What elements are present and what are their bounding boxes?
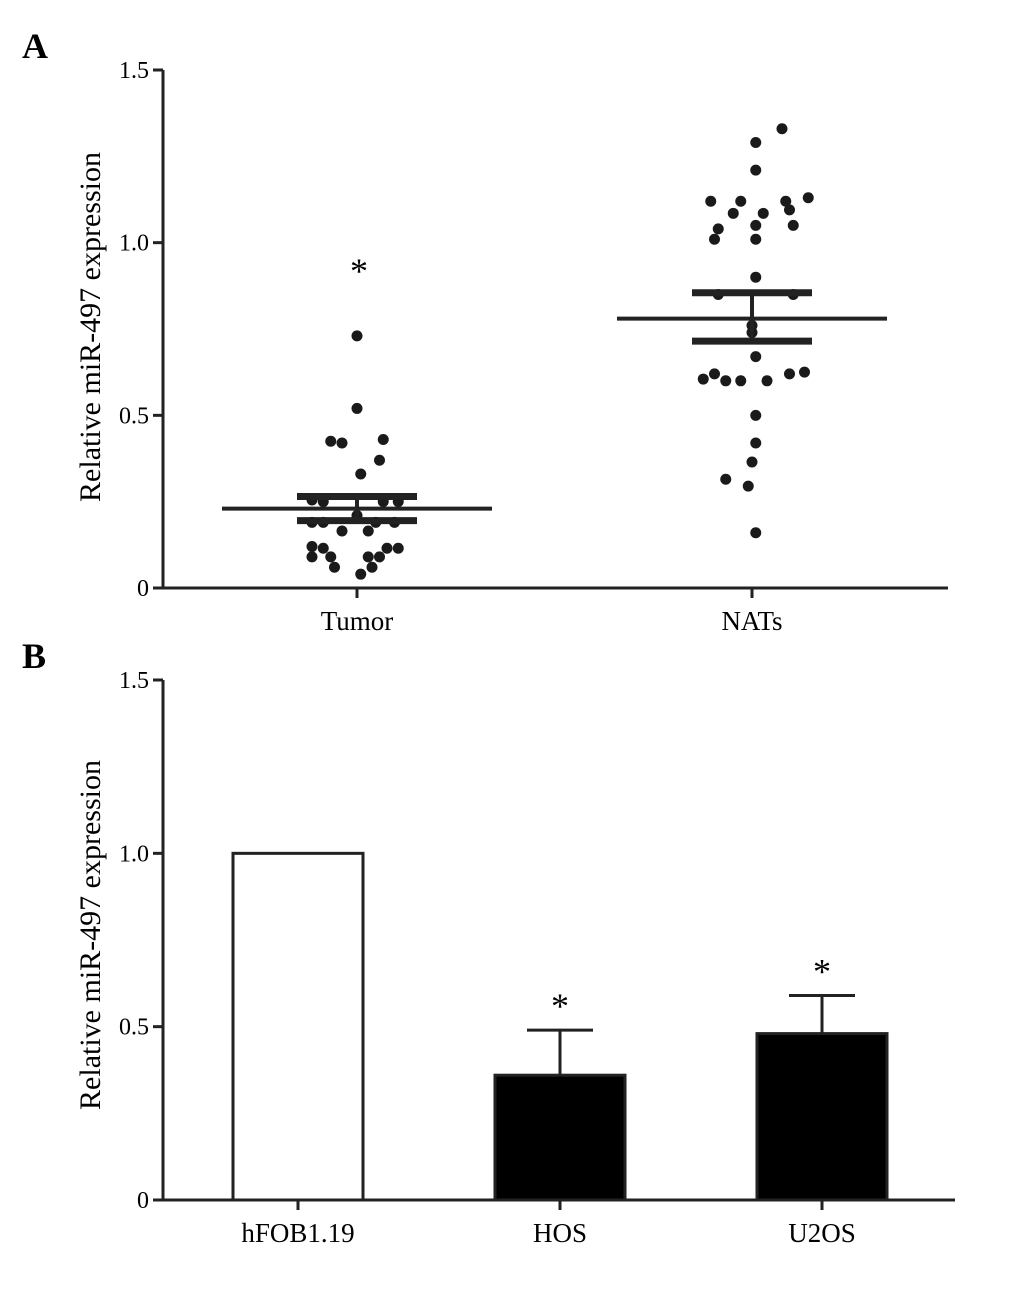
y-tick-label: 1.0: [119, 231, 149, 257]
data-point: [750, 164, 762, 176]
data-point: [720, 473, 732, 485]
data-point: [757, 207, 769, 219]
panel-a-label: A: [22, 26, 48, 66]
data-point: [392, 542, 404, 554]
data-point: [381, 542, 393, 554]
data-point: [362, 525, 374, 537]
panel-a-y-axis-title: Relative miR-497 expression: [74, 152, 107, 502]
data-point: [709, 368, 720, 380]
data-point: [750, 137, 762, 149]
data-point: [351, 330, 363, 342]
bar: [755, 1032, 889, 1202]
x-tick-label: Tumor: [321, 606, 394, 636]
y-tick-label: 0.5: [119, 403, 149, 429]
data-point: [705, 195, 717, 207]
data-point: [355, 468, 367, 480]
significance-marker: *: [551, 986, 569, 1026]
data-point: [374, 551, 385, 563]
data-point: [355, 568, 367, 580]
x-tick-label: hFOB1.19: [241, 1218, 354, 1248]
data-point: [750, 219, 762, 231]
data-point: [306, 551, 318, 563]
panel-b: B Relative miR-497 expression 0 0.5 1.0 1.5…: [22, 636, 955, 1248]
data-point: [761, 375, 773, 387]
significance-marker: *: [350, 251, 368, 291]
data-point: [750, 233, 762, 245]
data-point: [362, 551, 374, 563]
data-point: [351, 402, 363, 414]
data-point: [746, 456, 758, 468]
bar: [231, 851, 365, 1202]
significance-marker: *: [813, 951, 831, 991]
panel-b-label: B: [22, 636, 46, 676]
bar: [493, 1073, 627, 1202]
y-tick-label: 1.5: [119, 668, 149, 694]
data-point: [750, 409, 762, 421]
data-point: [317, 542, 329, 554]
data-point: [750, 271, 762, 283]
data-point: [336, 525, 348, 537]
data-point: [727, 207, 739, 219]
data-point: [799, 366, 810, 378]
data-point: [329, 561, 340, 573]
data-point: [325, 435, 337, 447]
data-point: [787, 219, 799, 231]
data-point: [374, 454, 385, 466]
data-point: [742, 480, 754, 492]
data-point: [306, 541, 318, 553]
data-point: [712, 223, 724, 235]
data-point: [750, 527, 762, 539]
x-tick-label: HOS: [533, 1218, 587, 1248]
data-point: [697, 373, 709, 385]
data-point: [336, 437, 348, 449]
panel-b-y-axis-title: Relative miR-497 expression: [74, 760, 107, 1110]
data-point: [802, 192, 814, 204]
y-tick-label: 0: [137, 576, 149, 602]
data-point: [325, 551, 337, 563]
data-point: [720, 375, 732, 387]
data-point: [784, 368, 795, 380]
y-tick-label: 0.5: [119, 1015, 149, 1041]
data-point: [750, 351, 762, 363]
data-point: [750, 437, 762, 449]
data-point: [780, 195, 792, 207]
data-point: [377, 434, 389, 446]
panel-a-plot-area: 0 0.5 1.0 1.5 Tumor NATs *: [119, 58, 948, 636]
data-point: [784, 204, 795, 216]
x-tick-label: U2OS: [788, 1218, 856, 1248]
data-point: [735, 375, 747, 387]
data-point: [709, 233, 720, 245]
y-tick-label: 1.0: [119, 841, 149, 867]
y-tick-label: 1.5: [119, 58, 149, 84]
data-point: [366, 561, 378, 573]
x-tick-label: NATs: [721, 606, 782, 636]
data-point: [776, 123, 788, 135]
data-point: [735, 195, 747, 207]
y-tick-label: 0: [137, 1188, 149, 1214]
panel-b-plot-area: 0 0.5 1.0 1.5 hFOB1.19 HOS U2OS * *: [119, 668, 955, 1248]
panel-a: A Relative miR-497 expression 0 0.5 1.0 1.5…: [22, 26, 948, 636]
